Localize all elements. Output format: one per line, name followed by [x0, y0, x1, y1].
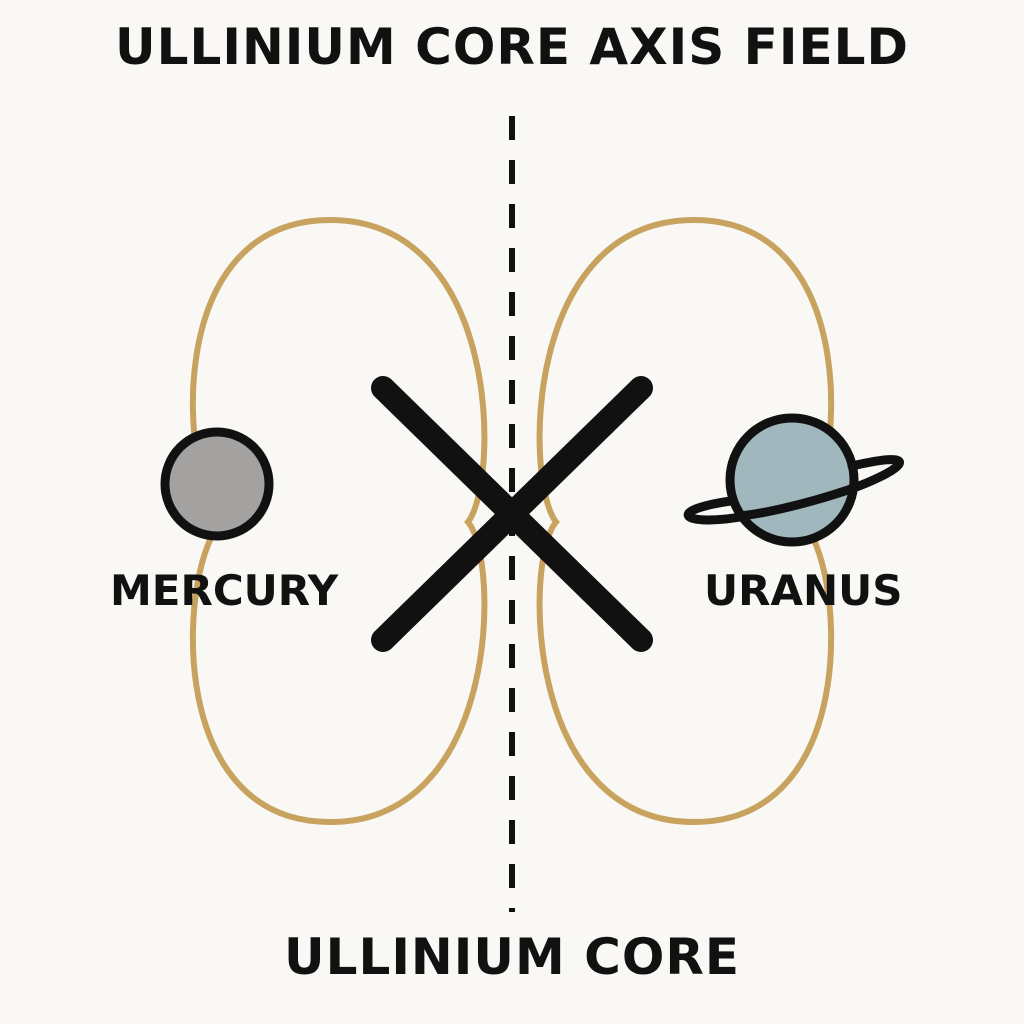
cross-mark-icon: [371, 376, 653, 652]
uranus-label: URANUS: [704, 566, 903, 615]
mercury-label: MERCURY: [110, 566, 339, 615]
mercury-icon: [160, 427, 274, 541]
uranus-icon: [683, 413, 905, 547]
diagram-title: ULLINIUM CORE AXIS FIELD: [115, 18, 909, 76]
left-field-loop: [189, 216, 488, 826]
right-field-loop: [536, 216, 835, 826]
core-label: ULLINIUM CORE: [284, 928, 740, 986]
